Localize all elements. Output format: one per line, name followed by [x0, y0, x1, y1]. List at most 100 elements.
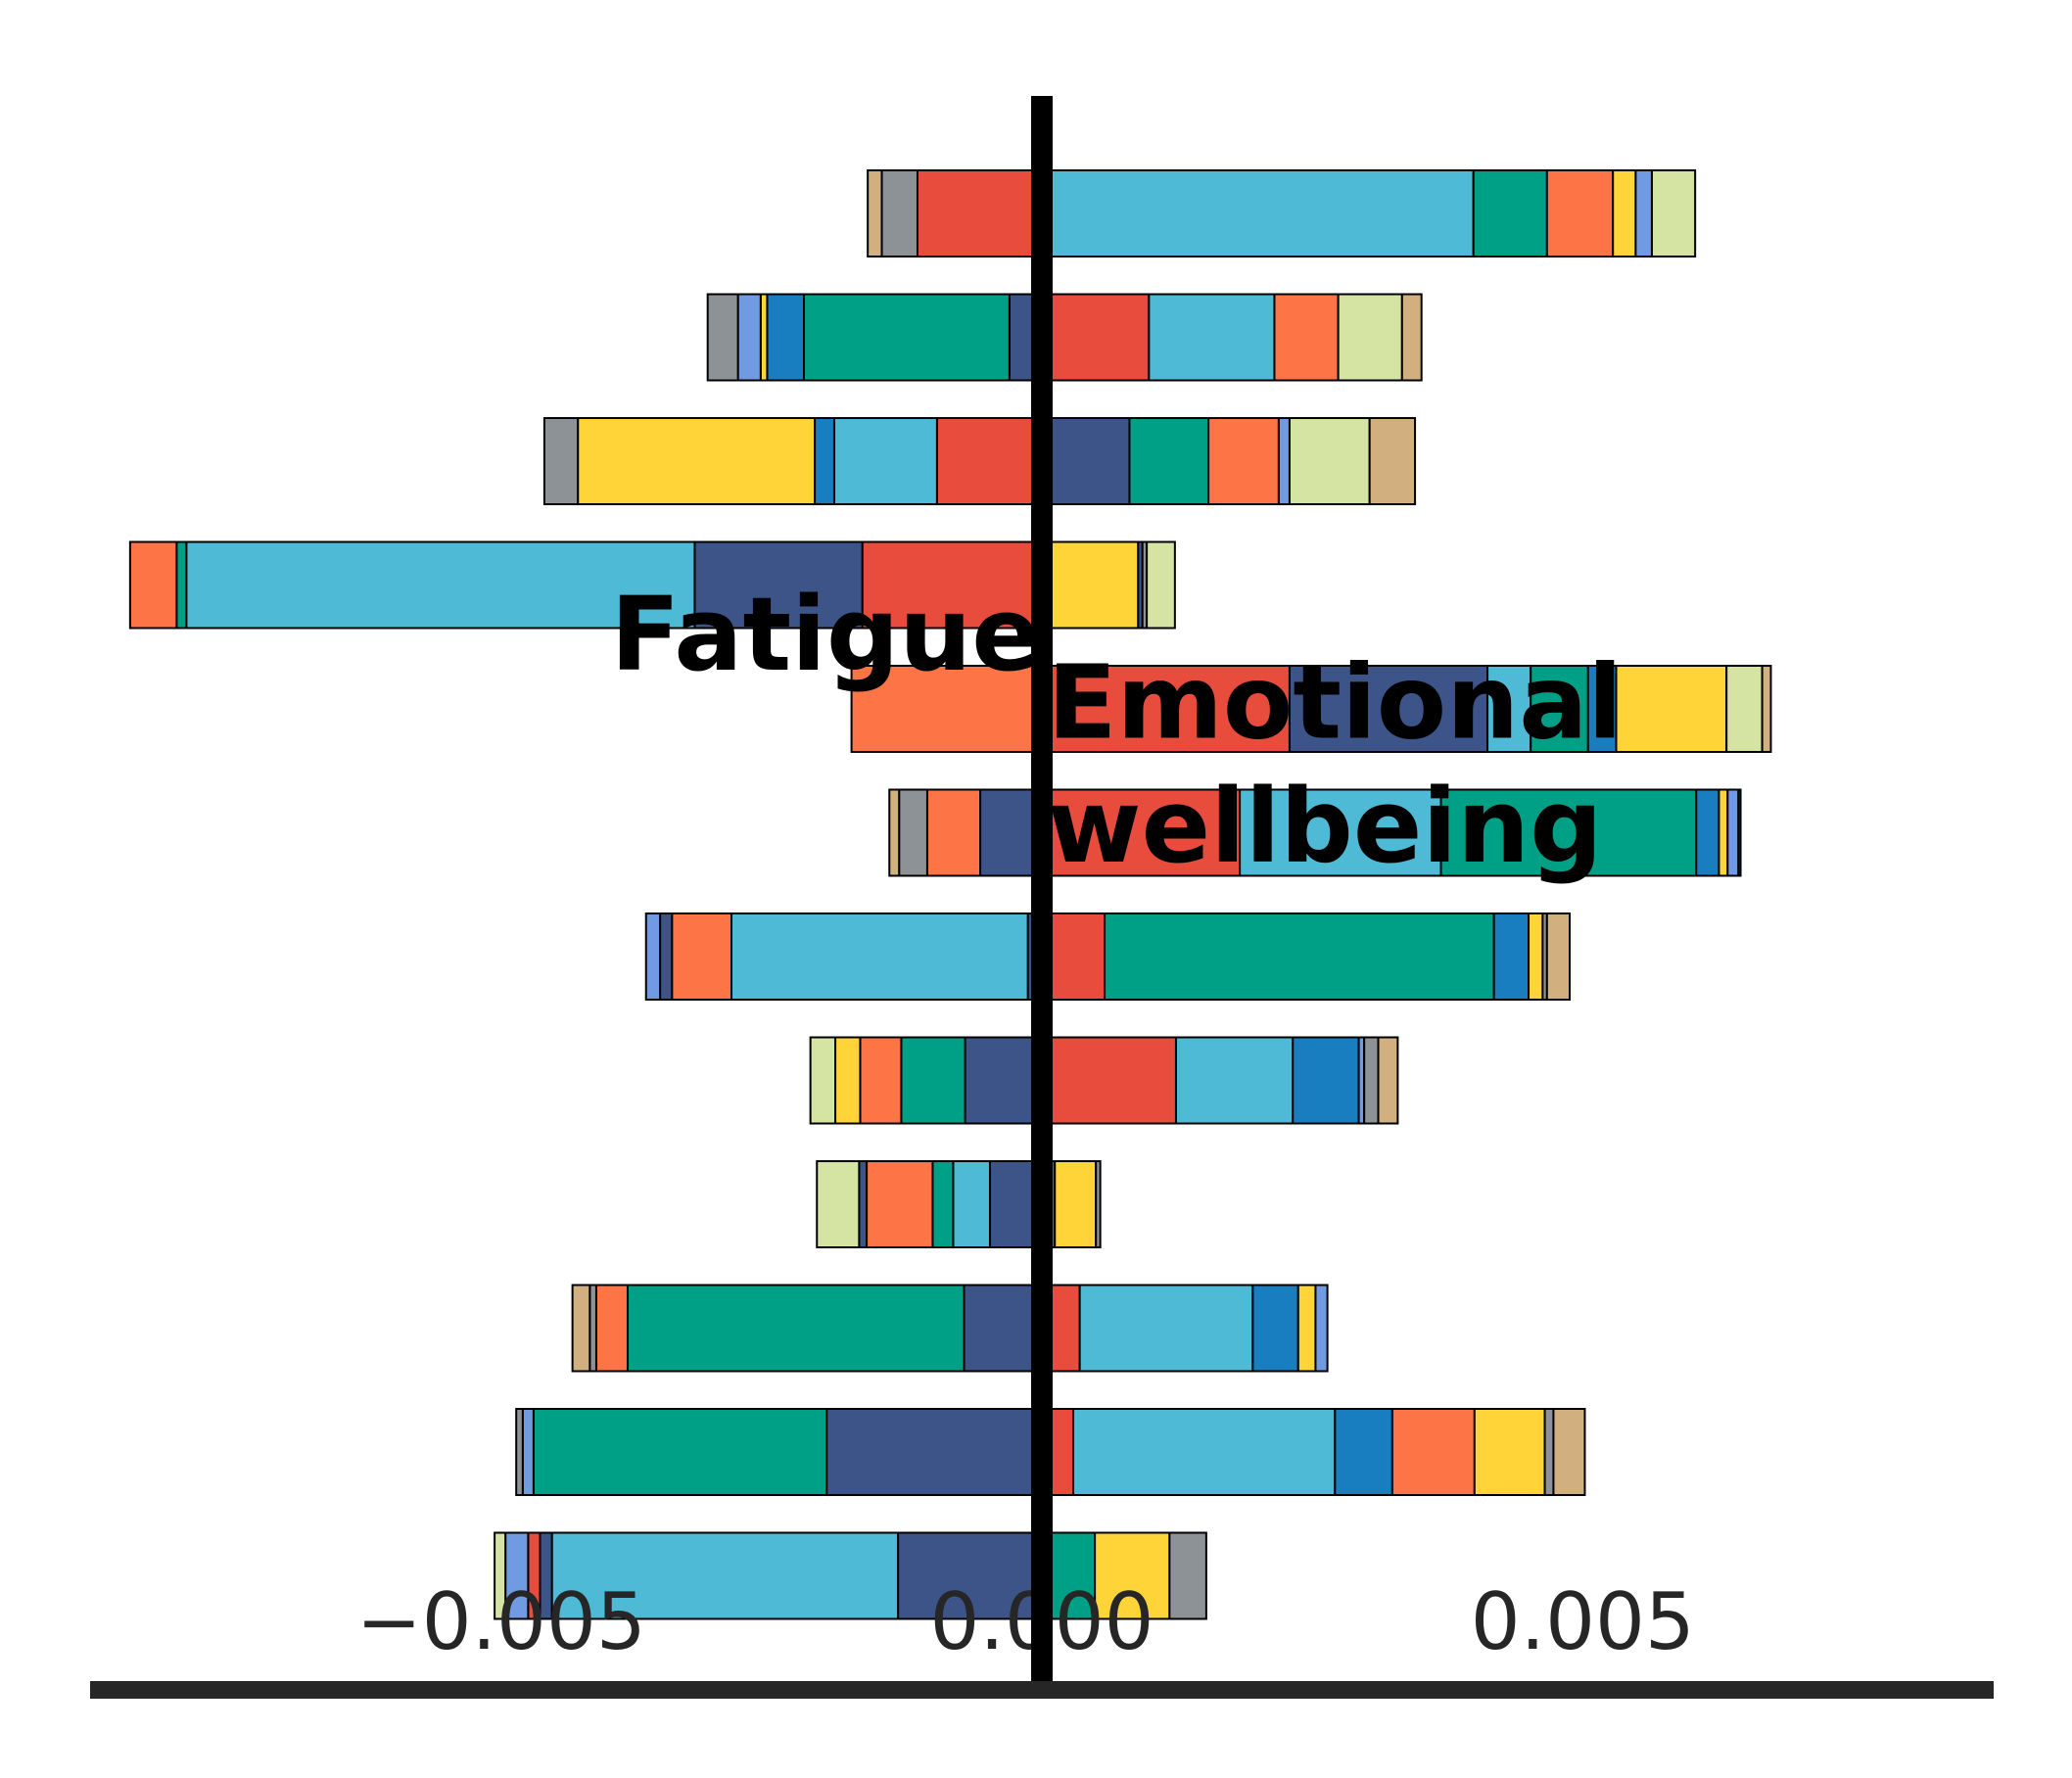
bar-segment-row3-negative-4: [128, 540, 178, 630]
bar-segment-row6-negative-1: [730, 912, 1029, 1001]
bar-segment-row1-positive-1: [1148, 293, 1276, 382]
bar-segment-row4-positive-7: [1761, 665, 1772, 753]
bar-segment-row2-positive-4: [1288, 417, 1371, 505]
bar-segment-row11-negative-0: [897, 1531, 1043, 1620]
bar-segment-row3-negative-3: [175, 540, 188, 630]
bar-segment-row1-negative-4: [736, 293, 762, 382]
bar-segment-row8-positive-1: [1054, 1160, 1098, 1248]
bar-segment-row2-positive-0: [1041, 417, 1131, 505]
bar-segment-row2-negative-2: [814, 417, 835, 505]
bar-segment-row1-positive-2: [1273, 293, 1340, 382]
bar-segment-row6-negative-4: [644, 912, 662, 1001]
bar-segment-row10-positive-4: [1473, 1408, 1546, 1496]
bar-segment-row7-negative-2: [859, 1036, 903, 1125]
bar-segment-row7-positive-5: [1377, 1036, 1399, 1125]
bar-segment-row5-positive-1: [1239, 788, 1442, 877]
bar-segment-row3-positive-0: [1041, 540, 1140, 630]
bar-segment-row7-negative-1: [900, 1036, 966, 1125]
bar-segment-row8-negative-5: [816, 1160, 861, 1248]
bar-segment-row10-positive-6: [1552, 1408, 1586, 1496]
bar-segment-row6-positive-3: [1528, 912, 1544, 1001]
bar-segment-row5-positive-6: [1737, 788, 1742, 877]
x-tick-label-2: 0.005: [1471, 1576, 1695, 1667]
bar-segment-row2-negative-4: [542, 417, 580, 505]
bar-segment-row5-negative-2: [898, 788, 928, 877]
bar-segment-row1-positive-0: [1041, 293, 1151, 382]
bar-segment-row7-negative-3: [834, 1036, 862, 1125]
bar-segment-row5-positive-5: [1726, 788, 1740, 877]
bar-segment-row6-positive-2: [1492, 912, 1530, 1001]
bar-segment-row11-negative-1: [550, 1531, 900, 1620]
bar-segment-row4-positive-3: [1530, 665, 1589, 753]
bar-segment-row10-negative-3: [515, 1408, 524, 1496]
bar-segment-row0-positive-4: [1634, 169, 1653, 257]
bar-segment-row4-negative-0: [850, 665, 1043, 753]
bar-segment-row0-positive-0: [1041, 169, 1475, 257]
bar-segment-row1-positive-3: [1337, 293, 1403, 382]
bar-segment-row1-positive-4: [1400, 293, 1423, 382]
bar-segment-row7-positive-2: [1292, 1036, 1360, 1125]
bar-segment-row9-positive-3: [1296, 1284, 1317, 1373]
bar-segment-row11-negative-5: [494, 1531, 507, 1620]
bar-segment-row3-positive-3: [1146, 540, 1176, 630]
annotation-2: wellbeing: [1048, 767, 1603, 886]
bar-segment-row2-positive-2: [1207, 417, 1280, 505]
bar-segment-row4-positive-0: [1041, 665, 1291, 753]
bar-segment-row0-negative-2: [867, 169, 883, 257]
bar-segment-row1-negative-5: [706, 293, 739, 382]
bar-segment-row9-positive-1: [1078, 1284, 1254, 1373]
bar-segment-row10-negative-2: [521, 1408, 535, 1496]
bar-segment-row6-negative-2: [671, 912, 732, 1001]
bar-segment-row5-positive-3: [1695, 788, 1720, 877]
bar-segment-row9-negative-2: [594, 1284, 629, 1373]
annotation-0: Fatigue: [610, 575, 1041, 694]
bar-segment-row8-negative-3: [866, 1160, 934, 1248]
bar-segment-row2-positive-5: [1368, 417, 1417, 505]
bar-segment-row6-positive-5: [1545, 912, 1572, 1001]
bar-segment-row9-negative-1: [626, 1284, 965, 1373]
bar-segment-row1-negative-1: [803, 293, 1011, 382]
bar-segment-row10-positive-5: [1543, 1408, 1555, 1496]
bar-segment-row2-positive-1: [1128, 417, 1210, 505]
bar-segment-row9-positive-4: [1314, 1284, 1329, 1373]
bar-segment-row8-positive-2: [1095, 1160, 1102, 1248]
annotation-1: Emotional: [1048, 643, 1624, 763]
bar-segment-row2-positive-3: [1277, 417, 1291, 505]
bar-segment-row7-positive-1: [1174, 1036, 1295, 1125]
bar-segment-row0-positive-3: [1612, 169, 1637, 257]
bar-segment-row6-negative-3: [659, 912, 674, 1001]
bar-segment-row1-negative-2: [766, 293, 805, 382]
bar-segment-row10-positive-2: [1334, 1408, 1393, 1496]
bar-segment-row8-negative-1: [952, 1160, 991, 1248]
bar-segment-row3-negative-0: [861, 540, 1043, 630]
bar-segment-row4-positive-6: [1725, 665, 1764, 753]
bars-layer: [128, 169, 1772, 1620]
bar-segment-row7-positive-4: [1363, 1036, 1380, 1125]
bar-segment-row10-positive-3: [1390, 1408, 1476, 1496]
bar-segment-row11-positive-2: [1168, 1531, 1207, 1620]
x-tick-label-0: −0.005: [356, 1576, 646, 1667]
bar-segment-row2-negative-1: [832, 417, 938, 505]
bar-segment-row7-positive-0: [1041, 1036, 1177, 1125]
bar-segment-row3-negative-2: [185, 540, 696, 630]
bar-segment-row5-negative-3: [888, 788, 901, 877]
bar-segment-row2-negative-3: [577, 417, 817, 505]
bar-segment-row9-negative-0: [963, 1284, 1043, 1373]
bar-segment-row5-negative-1: [925, 788, 982, 877]
bar-segment-row7-negative-0: [964, 1036, 1043, 1125]
bar-segment-row2-negative-0: [935, 417, 1043, 505]
bar-segment-row0-positive-5: [1650, 169, 1697, 257]
bar-segment-row8-negative-2: [931, 1160, 955, 1248]
bar-segment-row10-positive-1: [1072, 1408, 1337, 1496]
bar-segment-row11-positive-1: [1094, 1531, 1171, 1620]
bar-segment-row0-positive-2: [1545, 169, 1615, 257]
bar-segment-row10-negative-1: [532, 1408, 828, 1496]
bar-segment-row4-positive-1: [1288, 665, 1489, 753]
bar-segment-row0-negative-1: [880, 169, 918, 257]
bar-segment-row9-negative-4: [571, 1284, 591, 1373]
bar-segment-row7-negative-4: [809, 1036, 837, 1125]
bar-segment-row6-positive-1: [1104, 912, 1495, 1001]
